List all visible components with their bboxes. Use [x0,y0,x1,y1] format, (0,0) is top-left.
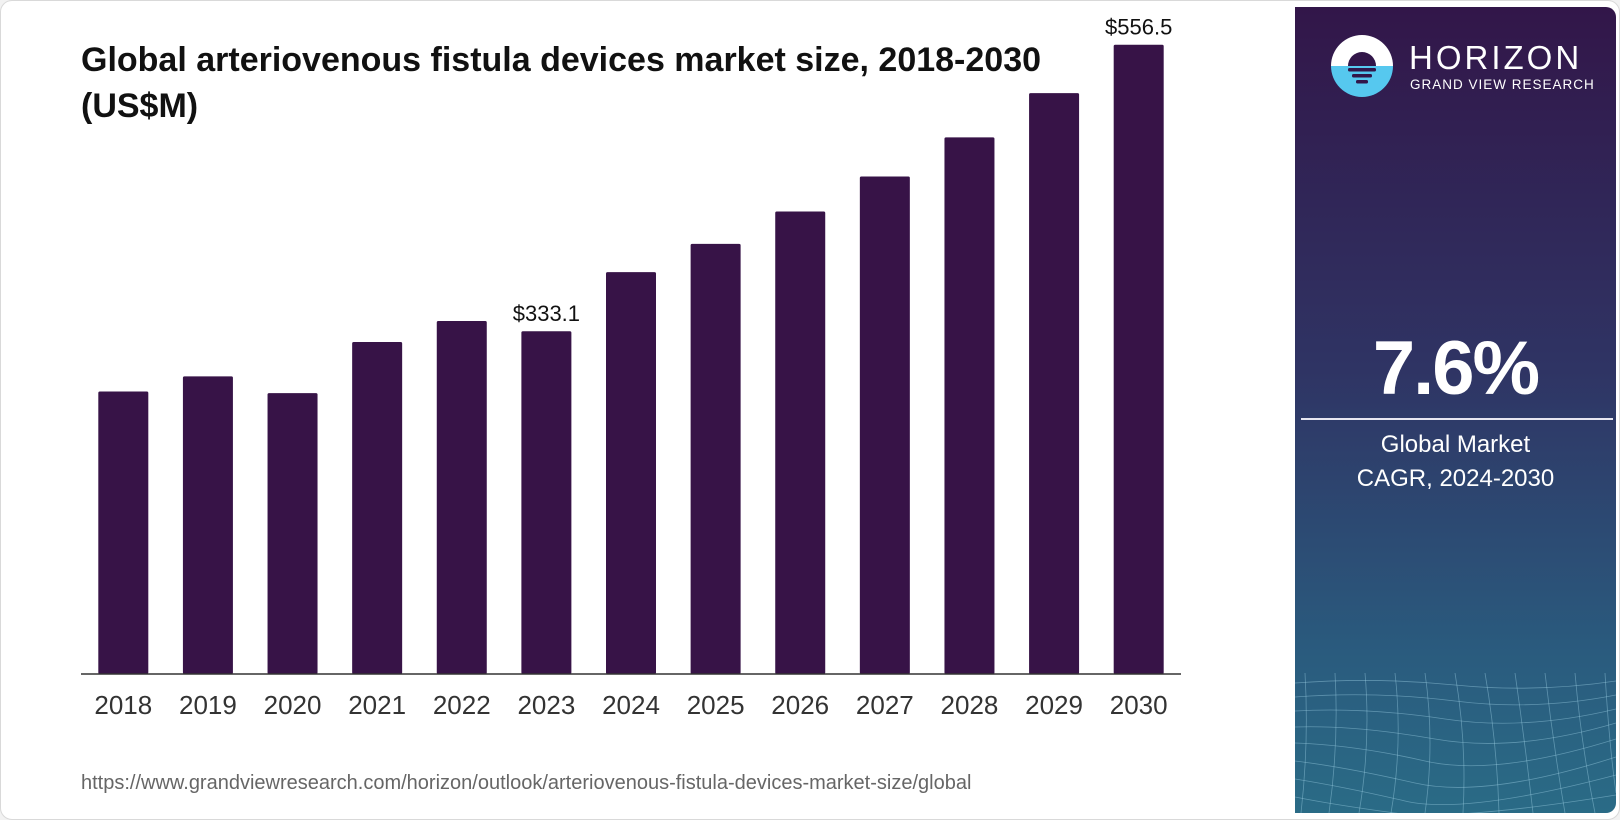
decorative-mesh-graphic [1295,673,1616,813]
chart-title: Global arteriovenous fistula devices mar… [81,41,1042,125]
bar-2021 [352,342,403,674]
x-tick-label: 2019 [179,690,237,720]
bar-2022 [436,321,487,674]
bar-2023 [521,331,572,674]
x-tick-label: 2027 [856,690,914,720]
x-tick-label: 2026 [771,690,829,720]
x-tick-label: 2018 [94,690,152,720]
x-tick-label: 2028 [941,690,999,720]
brand-logo: HORIZON GRAND VIEW RESEARCH [1331,31,1601,101]
stats-panel: HORIZON GRAND VIEW RESEARCH 7.6% Global … [1295,7,1616,813]
brand-name: HORIZON [1409,39,1583,76]
bar-2018 [98,391,149,674]
bar-chart: 2018 2019 2020 2021 2022 2023 2024 2025 2026 2027… [81,15,1181,720]
bar-2027 [859,176,910,675]
data-label: $556.5 [1105,15,1172,40]
horizon-logo-icon [1331,35,1393,97]
cagr-label-line2: CAGR, 2024-2030 [1356,465,1555,492]
x-tick-label: 2025 [687,690,745,720]
x-tick-label: 2022 [433,690,491,720]
bar-2028 [944,137,995,674]
source-url[interactable]: https://www.grandviewresearch.com/horizo… [81,772,972,794]
bar-2025 [690,243,741,675]
x-tick-label: 2020 [264,690,322,720]
data-label: $333.1 [513,301,580,326]
x-tick-label: 2021 [348,690,406,720]
bar-2029 [1029,93,1080,675]
cagr-value: 7.6% [1372,326,1540,411]
bar-2020 [267,393,318,674]
bar-2024 [606,272,656,674]
bar-2019 [182,376,233,674]
brand-tagline: GRAND VIEW RESEARCH [1410,77,1595,92]
x-tick-label: 2029 [1025,690,1083,720]
x-tick-label: 2023 [517,690,575,720]
x-tick-label: 2024 [602,690,660,720]
x-tick-label: 2030 [1110,690,1168,720]
cagr-label-line1: Global Market [1380,431,1531,458]
bar-2030 [1113,44,1164,675]
divider [1301,418,1613,420]
bar-2026 [775,211,826,674]
